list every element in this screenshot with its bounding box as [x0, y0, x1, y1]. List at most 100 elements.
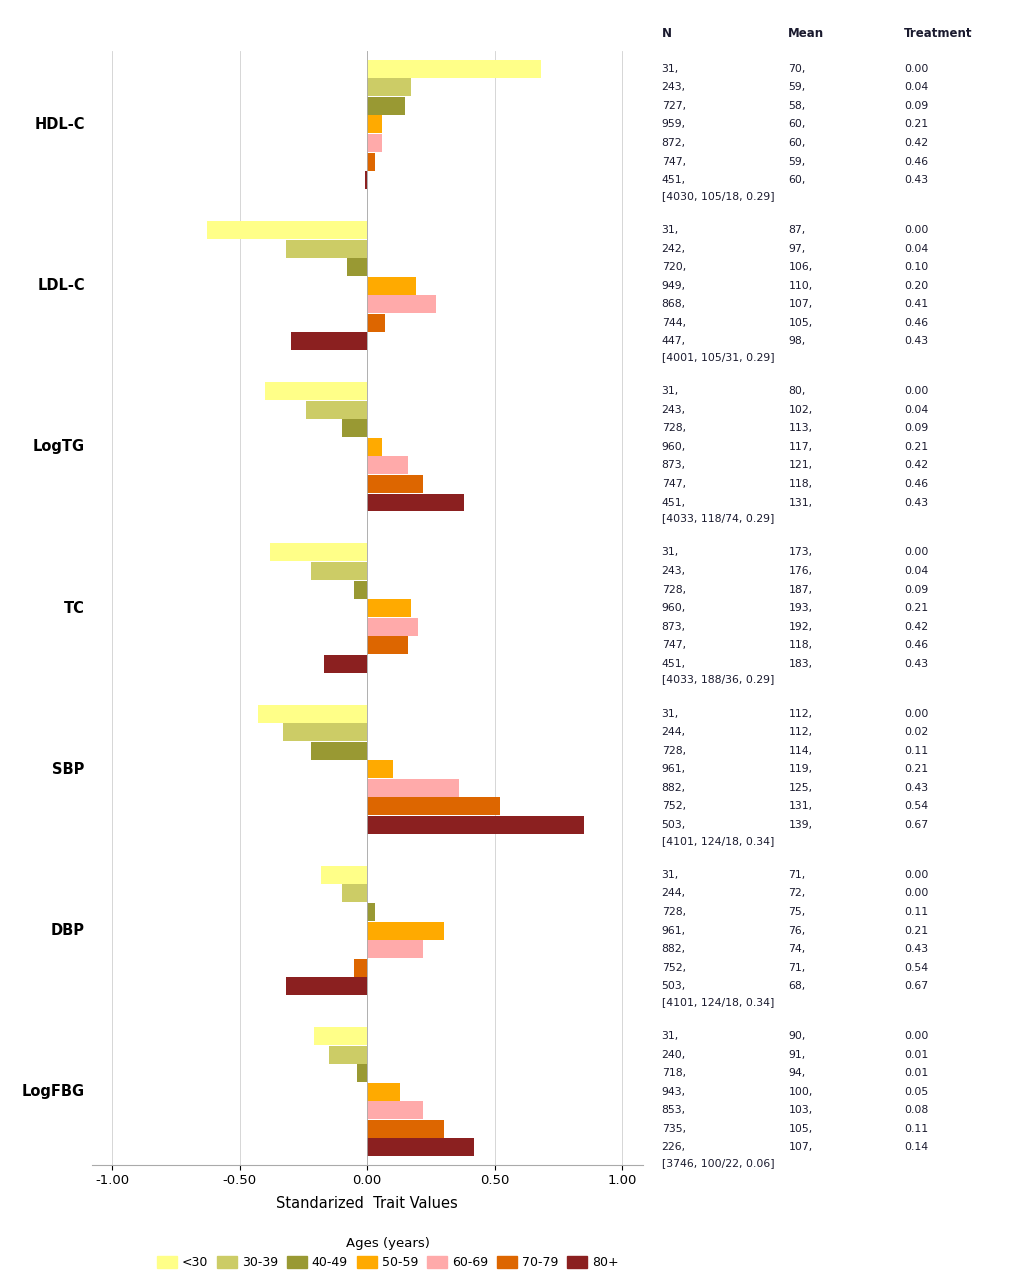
Bar [367, 314, 385, 332]
Text: 960,: 960, [661, 604, 685, 613]
Text: 727,: 727, [661, 100, 685, 111]
Bar [367, 457, 408, 475]
Bar [314, 1027, 367, 1045]
Text: 0.09: 0.09 [904, 584, 927, 595]
Text: 735,: 735, [661, 1124, 685, 1134]
Text: 853,: 853, [661, 1106, 685, 1116]
Bar [367, 1082, 399, 1100]
Text: 720,: 720, [661, 263, 685, 272]
Text: 0.43: 0.43 [904, 175, 927, 185]
Text: 0.41: 0.41 [904, 299, 927, 309]
Text: 943,: 943, [661, 1086, 685, 1097]
Bar [367, 59, 540, 77]
Text: 0.00: 0.00 [904, 888, 927, 898]
Text: 949,: 949, [661, 281, 685, 291]
Text: 125,: 125, [788, 782, 812, 793]
Text: 31,: 31, [661, 225, 679, 236]
Bar [328, 1046, 367, 1063]
Text: 0.67: 0.67 [904, 981, 927, 991]
Text: 72,: 72, [788, 888, 805, 898]
Bar [323, 655, 367, 673]
Text: 59,: 59, [788, 157, 805, 166]
Text: 244,: 244, [661, 727, 685, 737]
Text: 187,: 187, [788, 584, 812, 595]
Text: 0.00: 0.00 [904, 870, 927, 880]
Bar [367, 493, 464, 511]
Text: 868,: 868, [661, 299, 685, 309]
Text: 98,: 98, [788, 336, 805, 346]
Text: 91,: 91, [788, 1050, 805, 1059]
Text: Treatment: Treatment [904, 27, 972, 40]
Text: 744,: 744, [661, 318, 685, 328]
Bar [367, 97, 406, 115]
Text: 0.08: 0.08 [904, 1106, 927, 1116]
Bar [341, 884, 367, 902]
Text: 102,: 102, [788, 405, 812, 414]
Text: 0.14: 0.14 [904, 1143, 927, 1152]
Text: 0.43: 0.43 [904, 945, 927, 954]
Text: Mean: Mean [788, 27, 823, 40]
Text: [4030, 105/18, 0.29]: [4030, 105/18, 0.29] [661, 190, 773, 201]
Bar [367, 903, 375, 921]
Text: 118,: 118, [788, 640, 812, 650]
Text: 31,: 31, [661, 64, 679, 73]
Text: [3746, 100/22, 0.06]: [3746, 100/22, 0.06] [661, 1158, 773, 1169]
Text: 0.67: 0.67 [904, 820, 927, 830]
Text: 0.21: 0.21 [904, 764, 927, 775]
Bar [367, 438, 382, 456]
Text: 87,: 87, [788, 225, 805, 236]
Bar [355, 580, 367, 598]
Bar [367, 940, 423, 958]
Text: 60,: 60, [788, 120, 805, 130]
Text: 105,: 105, [788, 318, 812, 328]
Text: 503,: 503, [661, 981, 685, 991]
Text: [4033, 118/74, 0.29]: [4033, 118/74, 0.29] [661, 514, 773, 524]
Text: 0.05: 0.05 [904, 1086, 927, 1097]
Text: 0.09: 0.09 [904, 100, 927, 111]
Text: [4033, 188/36, 0.29]: [4033, 188/36, 0.29] [661, 674, 773, 685]
Bar [365, 171, 367, 189]
Text: 752,: 752, [661, 802, 685, 811]
Text: 74,: 74, [788, 945, 805, 954]
Text: 243,: 243, [661, 82, 685, 93]
Text: 0.43: 0.43 [904, 659, 927, 669]
Text: 0.21: 0.21 [904, 120, 927, 130]
X-axis label: Standarized  Trait Values: Standarized Trait Values [276, 1196, 458, 1211]
Text: 0.42: 0.42 [904, 461, 927, 471]
Bar [367, 636, 408, 654]
Text: 183,: 183, [788, 659, 812, 669]
Text: 240,: 240, [661, 1050, 685, 1059]
Text: 0.54: 0.54 [904, 802, 927, 811]
Text: 0.00: 0.00 [904, 225, 927, 236]
Bar [285, 239, 367, 257]
Text: 0.04: 0.04 [904, 405, 927, 414]
Text: 0.01: 0.01 [904, 1050, 927, 1059]
Text: 0.46: 0.46 [904, 479, 927, 489]
Text: [4001, 105/31, 0.29]: [4001, 105/31, 0.29] [661, 353, 773, 362]
Bar [257, 705, 367, 723]
Text: 747,: 747, [661, 640, 685, 650]
Text: 0.04: 0.04 [904, 566, 927, 577]
Text: 503,: 503, [661, 820, 685, 830]
Text: 961,: 961, [661, 764, 685, 775]
Text: 100,: 100, [788, 1086, 812, 1097]
Text: 451,: 451, [661, 659, 685, 669]
Text: 728,: 728, [661, 423, 685, 434]
Text: 107,: 107, [788, 1143, 812, 1152]
Text: 0.42: 0.42 [904, 138, 927, 148]
Text: 960,: 960, [661, 441, 685, 452]
Text: 242,: 242, [661, 243, 685, 254]
Text: 176,: 176, [788, 566, 812, 577]
Text: N: N [661, 27, 671, 40]
Text: 747,: 747, [661, 479, 685, 489]
Text: 447,: 447, [661, 336, 685, 346]
Bar [367, 1120, 443, 1138]
Bar [265, 382, 367, 400]
Text: 70,: 70, [788, 64, 805, 73]
Text: 59,: 59, [788, 82, 805, 93]
Bar [306, 400, 367, 418]
Text: 0.11: 0.11 [904, 745, 927, 755]
Text: 71,: 71, [788, 870, 805, 880]
Text: 31,: 31, [661, 870, 679, 880]
Text: 31,: 31, [661, 709, 679, 718]
